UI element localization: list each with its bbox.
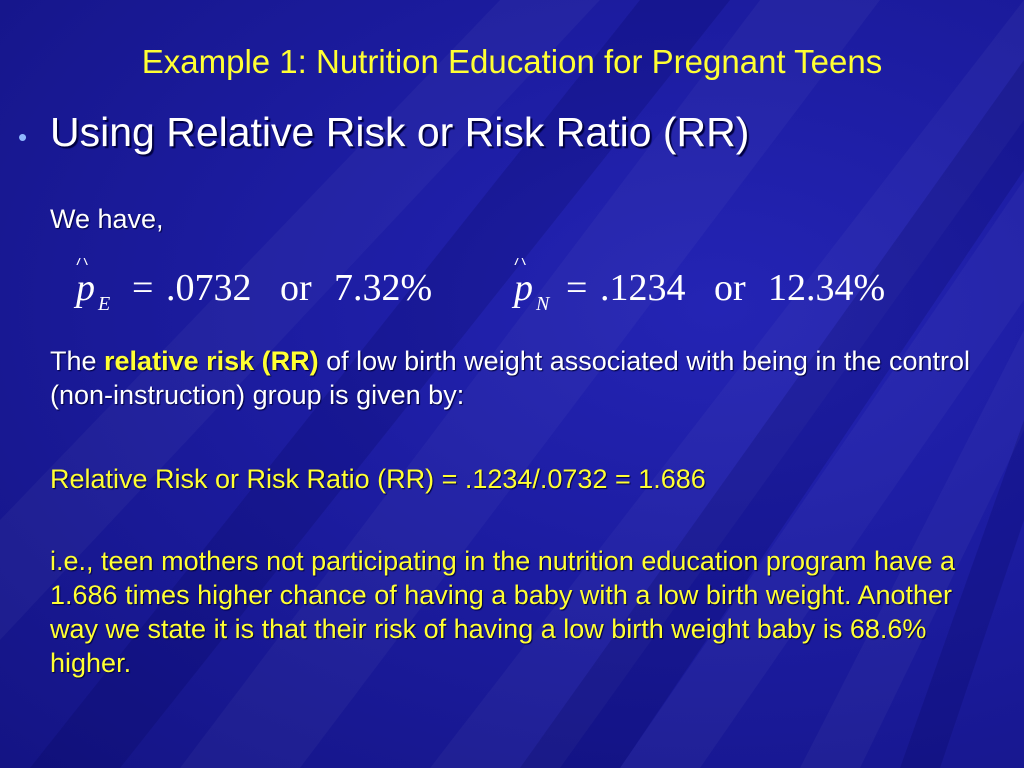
or-right: or <box>714 267 746 309</box>
rr-prefix: The <box>50 346 105 376</box>
value-n: .1234 <box>600 267 686 309</box>
rr-highlight: relative risk (RR) <box>104 346 319 376</box>
bullet-dot-icon: • <box>18 122 28 152</box>
rr-equation: Relative Risk or Risk Ratio (RR) = .1234… <box>50 464 706 494</box>
relative-risk-description: The relative risk (RR) of low birth weig… <box>50 344 970 412</box>
subscript-n: N <box>535 293 551 315</box>
subscript-e: E <box>97 293 110 315</box>
or-left: or <box>280 267 312 309</box>
equals-left: = <box>132 267 153 309</box>
proportion-formula: ^ p E = .0732 or 7.32% ^ p N = .1234 or … <box>62 247 962 328</box>
bullet-heading: Using Relative Risk or Risk Ratio (RR) <box>50 109 750 155</box>
we-have-label: We have, <box>50 204 164 234</box>
equals-right: = <box>566 267 587 309</box>
value-e: .0732 <box>166 267 252 309</box>
interpretation-paragraph: i.e., teen mothers not participating in … <box>50 546 956 678</box>
percent-n: 12.34% <box>768 267 885 309</box>
bullet-point: • Using Relative Risk or Risk Ratio (RR) <box>18 106 749 158</box>
p-hat-n-symbol: p <box>511 267 533 309</box>
slide-title: Example 1: Nutrition Education for Pregn… <box>141 43 883 80</box>
p-hat-e-symbol: p <box>73 267 95 309</box>
percent-e: 7.32% <box>334 267 432 309</box>
rr-suffix: of low birth weight associated with bein… <box>50 346 970 410</box>
